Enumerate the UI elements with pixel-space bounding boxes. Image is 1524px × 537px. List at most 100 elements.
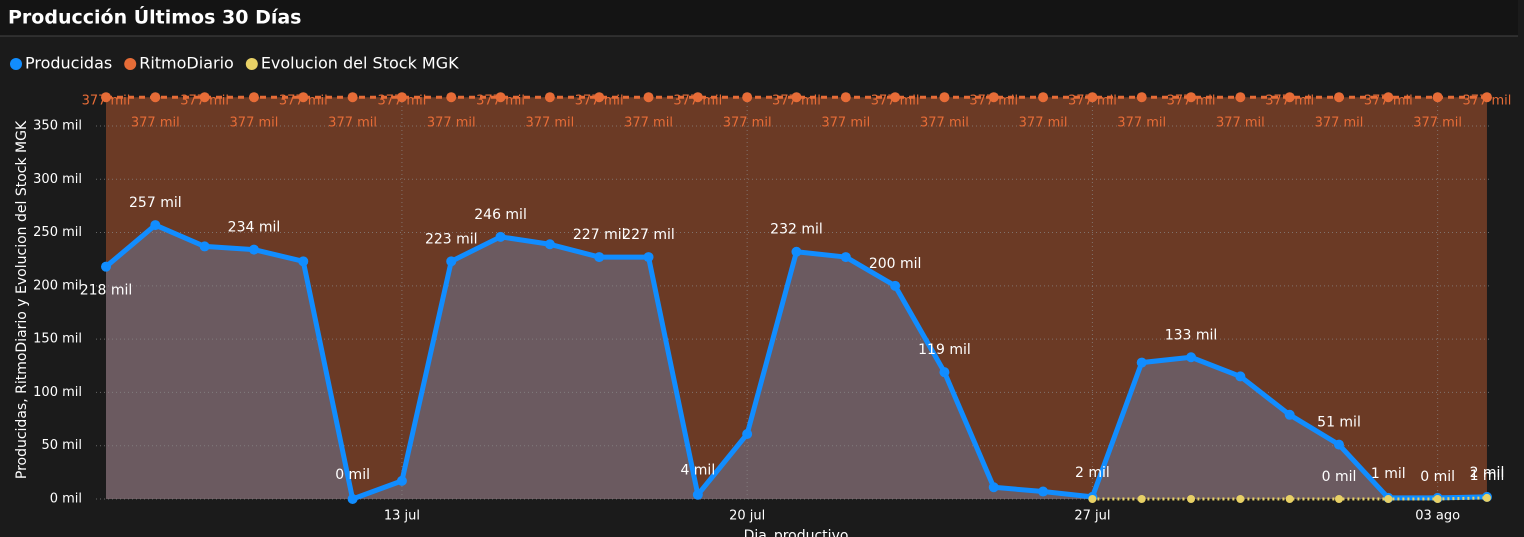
data-label: 257 mil: [129, 195, 182, 211]
data-label: 377 mil: [279, 94, 328, 109]
data-label: 0 mil: [1420, 469, 1455, 485]
data-label: 377 mil: [377, 94, 426, 109]
data-point: [347, 92, 358, 103]
data-point: [396, 475, 407, 486]
data-point: [446, 256, 457, 267]
data-point: [594, 252, 605, 263]
data-label: 200 mil: [869, 256, 922, 272]
data-point: [791, 246, 802, 257]
data-label: 2 mil: [1470, 465, 1505, 481]
data-label: 377 mil: [230, 116, 279, 131]
y-axis-title: Producidas, RitmoDiario y Evolucion del …: [14, 120, 30, 479]
data-label: 377 mil: [1216, 116, 1265, 131]
data-point: [791, 92, 802, 103]
data-label: 377 mil: [624, 116, 673, 131]
y-tick-label: 50 mil: [41, 438, 82, 453]
data-point: [1482, 493, 1491, 502]
data-point: [1383, 92, 1394, 103]
data-label: 377 mil: [1265, 94, 1314, 109]
data-label: 377 mil: [673, 94, 722, 109]
data-label: 234 mil: [228, 220, 281, 236]
data-point: [248, 244, 259, 255]
data-label: 377 mil: [1364, 94, 1413, 109]
data-point: [643, 92, 654, 103]
y-tick-label: 350 mil: [33, 118, 82, 133]
data-label: 377 mil: [1413, 116, 1462, 131]
legend-marker: [124, 58, 137, 70]
data-label: 377 mil: [525, 116, 574, 131]
x-tick-label: 27 jul: [1074, 509, 1110, 524]
data-label: 0 mil: [335, 467, 370, 483]
title-bar: [0, 0, 1518, 36]
data-point: [544, 239, 555, 250]
data-label: 1 mil: [1371, 466, 1406, 482]
data-label: 377 mil: [82, 94, 131, 109]
data-point: [1481, 92, 1492, 103]
data-point: [1186, 92, 1197, 103]
data-label: 377 mil: [1117, 116, 1166, 131]
data-label: 133 mil: [1165, 327, 1218, 343]
data-point: [446, 92, 457, 103]
data-label: 4 mil: [680, 463, 715, 479]
y-tick-label: 200 mil: [33, 278, 82, 293]
data-point: [890, 280, 901, 291]
data-label: 377 mil: [427, 116, 476, 131]
data-label: 377 mil: [920, 116, 969, 131]
data-point: [692, 92, 703, 103]
data-label: 377 mil: [131, 116, 180, 131]
data-label: 377 mil: [871, 94, 920, 109]
data-point: [742, 92, 753, 103]
legend-label: Evolucion del Stock MGK: [261, 54, 459, 73]
data-label: 227 mil: [573, 227, 626, 243]
data-point: [939, 367, 950, 378]
data-point: [1284, 92, 1295, 103]
data-point: [1236, 495, 1245, 503]
data-point: [1136, 92, 1147, 103]
data-label: 377 mil: [772, 94, 821, 109]
plot: 0 mil 50 mil 100 mil 150 mil 200 mil 250 mil 3…: [33, 92, 1511, 524]
data-point: [248, 92, 259, 103]
y-tick-label: 250 mil: [33, 225, 82, 240]
y-tick-label: 0 mil: [50, 492, 82, 507]
data-point: [150, 92, 161, 103]
chart-title: Producción Últimos 30 Días: [8, 5, 302, 29]
data-point: [1335, 495, 1343, 503]
data-label: 377 mil: [1167, 94, 1216, 109]
data-point: [1334, 439, 1344, 450]
data-label: 2 mil: [1075, 465, 1110, 481]
data-label: 377 mil: [969, 94, 1018, 109]
data-label: 377 mil: [821, 116, 870, 131]
data-point: [1285, 495, 1294, 503]
data-point: [988, 92, 999, 103]
data-label: 377 mil: [1315, 116, 1364, 131]
data-point: [643, 252, 654, 263]
data-label: 377 mil: [723, 116, 772, 131]
area: [106, 225, 1487, 499]
data-label: 377 mil: [328, 116, 377, 131]
data-point: [199, 241, 210, 252]
x-tick-label: 03 ago: [1415, 509, 1460, 524]
series-line: [1092, 496, 1487, 501]
legend-label: Producidas: [25, 54, 112, 73]
data-point: [1087, 92, 1098, 103]
data-point: [298, 92, 309, 103]
data-point: [1137, 495, 1146, 503]
data-point: [594, 92, 605, 103]
y-tick-label: 100 mil: [33, 385, 82, 400]
data-point: [1433, 495, 1442, 503]
data-point: [1038, 486, 1049, 497]
data-label: 377 mil: [1068, 94, 1117, 109]
data-label: 377 mil: [575, 94, 624, 109]
data-point: [1136, 357, 1147, 368]
data-point: [495, 231, 506, 242]
data-point: [988, 482, 999, 493]
data-point: [1284, 409, 1295, 420]
data-label: 377 mil: [180, 94, 229, 109]
data-point: [544, 92, 555, 103]
data-point: [101, 261, 111, 272]
data-point: [890, 92, 901, 103]
data-label: 1 mil: [1470, 468, 1505, 484]
data-point: [840, 92, 851, 103]
data-label: 227 mil: [622, 227, 675, 243]
